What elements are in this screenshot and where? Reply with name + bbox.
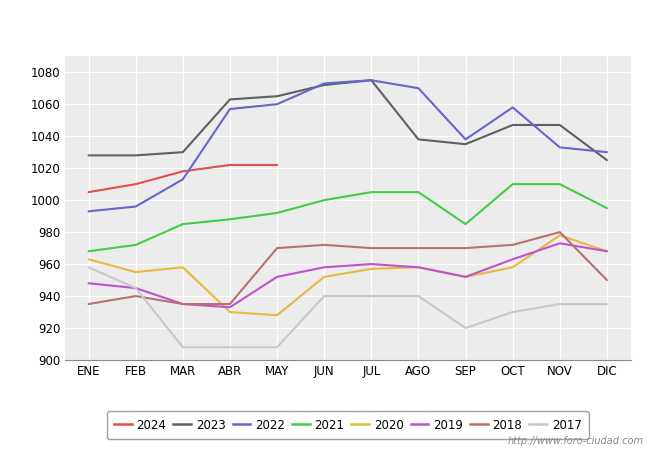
- Legend: 2024, 2023, 2022, 2021, 2020, 2019, 2018, 2017: 2024, 2023, 2022, 2021, 2020, 2019, 2018…: [107, 411, 589, 439]
- Text: Afiliados en Sant Cebrià de Vallalta a 31/5/2024: Afiliados en Sant Cebrià de Vallalta a 3…: [133, 16, 517, 31]
- Text: http://www.foro-ciudad.com: http://www.foro-ciudad.com: [508, 436, 644, 446]
